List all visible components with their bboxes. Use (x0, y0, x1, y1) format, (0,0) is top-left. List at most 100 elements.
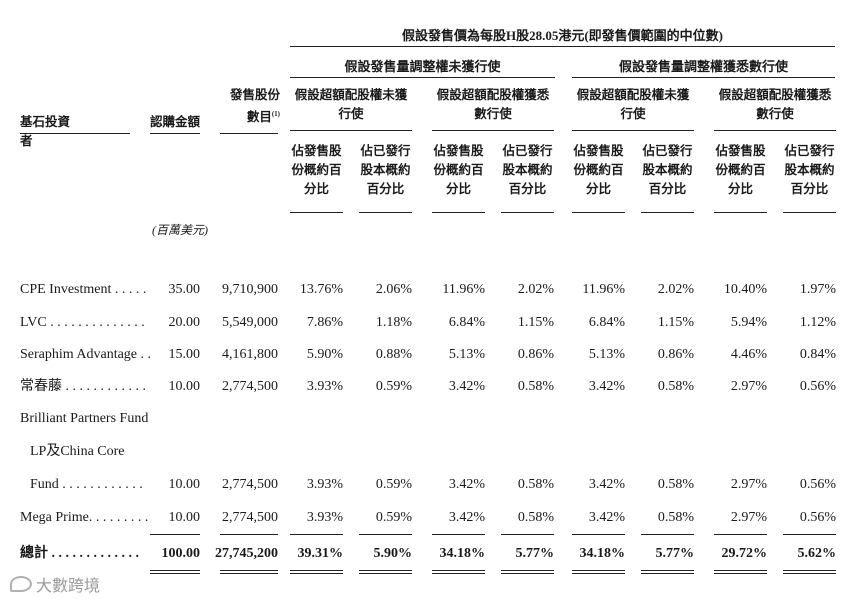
column-header-pct-offer: 佔發售股份概約百分比 (433, 144, 484, 196)
divider (432, 130, 554, 131)
subheading-overallotment-exercised: 假設超額配股權獲悉數行使 (436, 88, 550, 121)
double-underline (290, 570, 343, 574)
column-header-pct-issued: 佔已發行股本概約百分比 (502, 144, 553, 196)
investor-name: LVC . . . . . . . . . . . . . . (20, 315, 145, 330)
subscription-amount: 10.00 (168, 477, 201, 492)
pct-of-issued-capital: 1.15% (517, 315, 554, 330)
divider (150, 534, 200, 535)
divider (432, 534, 485, 535)
total-label: 總計 . . . . . . . . . . . . . (20, 546, 139, 561)
pct-of-issued-capital: 0.58% (657, 477, 694, 492)
offer-shares: 5,549,000 (222, 315, 278, 330)
footnote-marker: (1) (271, 110, 280, 118)
pct-of-offer-shares: 2.97% (730, 379, 767, 394)
subheading-overallotment-unexercised: 假設超額配股權未獲行使 (576, 88, 690, 121)
divider (359, 534, 412, 535)
divider (783, 212, 836, 213)
divider (501, 534, 554, 535)
pct-of-issued-capital: 2.02% (517, 282, 554, 297)
pct-of-offer-shares: 4.46% (730, 347, 767, 362)
pct-of-offer-shares: 2.97% (730, 477, 767, 492)
pct-of-issued-capital: 1.18% (375, 315, 412, 330)
pct-of-offer-shares: 3.93% (306, 379, 343, 394)
column-header-shares-label: 發售股份數目 (229, 88, 280, 125)
divider (572, 130, 694, 131)
pct-of-offer-shares: 7.86% (306, 315, 343, 330)
divider (220, 534, 278, 535)
divider (641, 534, 694, 535)
pct-of-issued-capital: 2.06% (375, 282, 412, 297)
divider (783, 534, 836, 535)
pct-of-offer-shares: 6.84% (448, 315, 485, 330)
pct-of-offer-shares: 13.76% (299, 282, 343, 297)
pct-of-offer-shares: 6.84% (588, 315, 625, 330)
divider (572, 212, 625, 213)
column-header-shares: 發售股份數目(1) (220, 86, 280, 127)
pct-of-issued-capital: 0.59% (375, 477, 412, 492)
unit-label: (百萬美元) (152, 223, 208, 237)
pct-of-issued-capital: 0.58% (517, 379, 554, 394)
pct-of-offer-shares: 3.42% (588, 510, 625, 525)
group-heading-unexercised: 假設發售量調整權未獲行使 (344, 59, 501, 74)
pct-of-offer-shares: 39.31% (297, 546, 344, 561)
watermark-text: 大數跨境 (36, 576, 101, 595)
pct-of-issued-capital: 1.15% (657, 315, 694, 330)
pct-of-issued-capital: 1.97% (799, 282, 836, 297)
subheading-overallotment-exercised: 假設超額配股權獲悉數行使 (718, 88, 832, 121)
pct-of-offer-shares: 5.13% (588, 347, 625, 362)
subscription-amount: 10.00 (168, 510, 201, 525)
subheading-overallotment-unexercised: 假設超額配股權未獲行使 (294, 88, 408, 121)
double-underline (572, 570, 625, 574)
pct-of-offer-shares: 3.42% (448, 510, 485, 525)
double-underline (714, 570, 767, 574)
pct-of-issued-capital: 0.86% (517, 347, 554, 362)
column-header-pct-issued: 佔已發行股本概約百分比 (360, 144, 411, 196)
pct-of-offer-shares: 3.42% (588, 379, 625, 394)
subscription-amount: 100.00 (161, 546, 201, 561)
divider (150, 133, 200, 134)
divider (290, 212, 343, 213)
pct-of-offer-shares: 3.93% (306, 510, 343, 525)
pct-of-offer-shares: 10.40% (723, 282, 767, 297)
pct-of-issued-capital: 0.58% (517, 510, 554, 525)
pct-of-issued-capital: 0.56% (799, 477, 836, 492)
investor-name: Brilliant Partners Fund (20, 411, 149, 426)
investor-name: LP及China Core (30, 444, 125, 459)
pct-of-offer-shares: 5.94% (730, 315, 767, 330)
double-underline (220, 570, 278, 574)
column-header-pct-offer: 佔發售股份概約百分比 (291, 144, 342, 196)
investor-name: Fund . . . . . . . . . . . . (30, 477, 143, 492)
double-underline (501, 570, 554, 574)
divider (359, 212, 412, 213)
investor-name: Mega Prime. . . . . . . . . (20, 510, 149, 525)
offer-shares: 2,774,500 (222, 379, 278, 394)
double-underline (432, 570, 485, 574)
column-header-pct-issued: 佔已發行股本概約百分比 (642, 144, 693, 196)
divider (501, 212, 554, 213)
pct-of-issued-capital: 0.84% (799, 347, 836, 362)
divider (290, 534, 343, 535)
price-assumption-heading: 假設發售價為每股H股28.05港元(即發售價範圍的中位數) (401, 28, 724, 43)
subscription-amount: 20.00 (168, 315, 201, 330)
double-underline (783, 570, 836, 574)
divider (641, 212, 694, 213)
pct-of-issued-capital: 0.56% (799, 379, 836, 394)
pct-of-offer-shares: 3.42% (448, 477, 485, 492)
pct-of-issued-capital: 5.90% (373, 546, 413, 561)
pct-of-issued-capital: 0.56% (799, 510, 836, 525)
pct-of-issued-capital: 5.77% (515, 546, 555, 561)
pct-of-issued-capital: 0.58% (657, 510, 694, 525)
pct-of-offer-shares: 3.42% (588, 477, 625, 492)
offer-shares: 27,745,200 (215, 546, 278, 561)
divider (432, 212, 485, 213)
subscription-amount: 35.00 (168, 282, 201, 297)
pct-of-offer-shares: 3.93% (306, 477, 343, 492)
double-underline (150, 570, 200, 574)
column-header-investor: 基石投資者 (20, 115, 71, 148)
divider (714, 534, 767, 535)
column-header-pct-offer: 佔發售股份概約百分比 (573, 144, 624, 196)
offer-shares: 2,774,500 (222, 510, 278, 525)
investor-name: 常春藤 . . . . . . . . . . . . (20, 379, 146, 394)
pct-of-offer-shares: 2.97% (730, 510, 767, 525)
pct-of-offer-shares: 34.18% (439, 546, 486, 561)
